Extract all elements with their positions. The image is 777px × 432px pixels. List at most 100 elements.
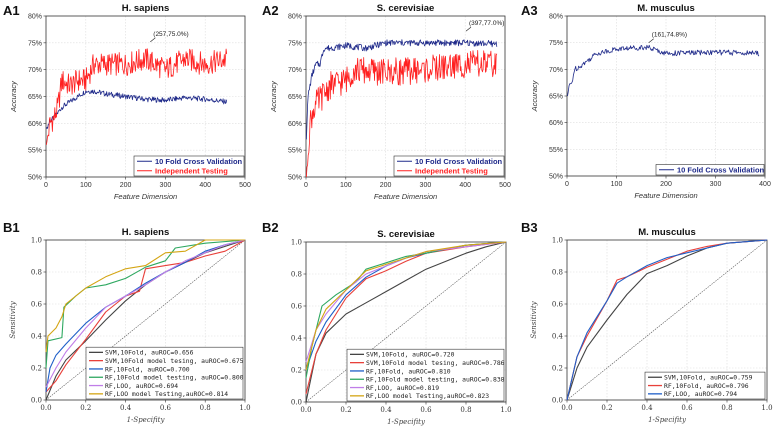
plot-frame [566, 239, 768, 401]
series-line-2 [566, 239, 768, 401]
series-line-4 [305, 241, 507, 363]
chart-title: H. sapiens [122, 3, 170, 14]
diagonal-reference-line [45, 239, 246, 401]
legend-label: RF,LOO model Testing,auROC=0.814 [105, 390, 228, 398]
x-axis-label: 1-Specifity [648, 416, 687, 424]
y-tick-label: 0.4 [291, 335, 303, 343]
y-axis-label: Accuracy [269, 80, 278, 113]
x-tick-label: 300 [160, 182, 172, 189]
y-tick-label: 0.8 [552, 269, 563, 277]
x-tick-label: 200 [120, 182, 132, 189]
chart-title: S. cerevisiae [377, 229, 435, 240]
y-tick-label: 70% [28, 67, 42, 74]
x-axis-label: 1-Specifity [127, 416, 166, 424]
series-line-0 [305, 241, 507, 403]
legend-box [85, 346, 244, 400]
y-tick-label: 0.0 [552, 397, 563, 405]
y-tick-label: 60% [28, 121, 42, 128]
legend-label: RF,LOO, auROC=0.794 [664, 390, 737, 398]
x-tick-label: 0.4 [641, 404, 653, 412]
y-tick-label: 0.6 [552, 301, 564, 309]
panel-label: A2 [262, 3, 279, 18]
y-tick-label: 0.4 [31, 333, 43, 341]
series-line-0 [46, 89, 228, 129]
x-tick-label: 100 [80, 182, 92, 189]
legend-label: RF,LOO, auROC=0.694 [105, 382, 178, 390]
annotation-label: (257,75.0%) [153, 31, 188, 38]
series-line-1 [46, 48, 228, 145]
x-tick-label: 200 [660, 181, 672, 188]
x-tick-label: 0.2 [601, 404, 612, 412]
x-tick-label: 0.4 [120, 404, 132, 412]
legend-label: SVM,10Fold, auROC=0.720 [366, 351, 455, 359]
x-axis-label: Feature Dimension [114, 192, 177, 201]
diagonal-reference-line [305, 241, 507, 403]
legend-label: RF,10Fold, auROC=0.700 [105, 365, 190, 373]
chart-A3: A3 M. musculus 0 100 200 300 400 50% 55% 60% 65% 70… [521, 3, 771, 200]
y-tick-label: 75% [288, 40, 302, 47]
legend-label: 10 Fold Cross Validation [677, 165, 765, 174]
y-axis-label: Sensitivity [9, 300, 17, 338]
y-tick-label: 0.2 [291, 367, 302, 375]
x-tick-label: 200 [380, 182, 392, 189]
plot-frame [45, 15, 246, 178]
x-tick-label: 0.8 [721, 404, 732, 412]
y-tick-label: 50% [549, 174, 563, 181]
series-line-1 [306, 50, 498, 178]
y-tick-label: 0.2 [31, 365, 42, 373]
chart-title: M. musculus [637, 3, 695, 14]
x-tick-label: 300 [710, 181, 722, 188]
x-tick-label: 100 [611, 181, 623, 188]
x-tick-label: 0.0 [561, 404, 572, 412]
y-tick-label: 65% [28, 94, 42, 101]
x-tick-label: 0.0 [40, 404, 51, 412]
legend-box [133, 155, 245, 177]
plot-frame [45, 239, 246, 401]
x-tick-label: 300 [420, 182, 432, 189]
y-tick-label: 0.0 [31, 397, 42, 405]
y-tick-label: 70% [288, 67, 302, 74]
x-tick-label: 0.4 [380, 406, 392, 414]
y-tick-label: 0.0 [291, 399, 302, 407]
y-tick-label: 70% [549, 67, 563, 74]
x-axis-label: Feature Dimension [374, 192, 437, 201]
annotation-arrow [648, 38, 654, 43]
series-line-0 [567, 44, 760, 97]
x-axis-label: Feature Dimension [634, 191, 697, 200]
x-tick-label: 500 [239, 182, 251, 189]
legend-box [346, 348, 505, 402]
x-tick-label: 400 [199, 182, 211, 189]
y-tick-label: 50% [288, 175, 302, 182]
x-tick-label: 0.6 [681, 404, 693, 412]
legend-box [655, 164, 765, 176]
y-tick-label: 75% [28, 40, 42, 47]
x-tick-label: 400 [759, 181, 771, 188]
y-axis-label: Accuracy [9, 80, 18, 113]
series-line-3 [45, 239, 246, 369]
y-tick-label: 65% [288, 94, 302, 101]
x-tick-label: 1.0 [239, 404, 250, 412]
panel-label: B3 [521, 220, 538, 235]
x-tick-label: 0.8 [200, 404, 211, 412]
x-tick-label: 0.0 [300, 406, 311, 414]
legend-label: RF,LOO model Testing,auROC=0.823 [366, 392, 489, 400]
x-axis-label: 1-Specifity [387, 418, 426, 426]
x-tick-label: 500 [499, 182, 511, 189]
y-tick-label: 1.0 [31, 237, 42, 245]
chart-B1: B1 H. sapiens 0.0 0.2 0.4 0.6 0.8 1.0 0.0 0.2 0.4 0… [3, 220, 251, 424]
legend-label: RF,10Fold, auROC=0.796 [664, 382, 749, 390]
x-tick-label: 0.6 [420, 406, 432, 414]
x-tick-label: 0 [44, 182, 48, 189]
x-tick-label: 0 [304, 182, 308, 189]
chart-title: S. cerevisiae [377, 3, 435, 14]
legend-label: Independent Testing [155, 166, 228, 175]
panel-label: A1 [3, 3, 20, 18]
y-tick-label: 0.6 [291, 303, 303, 311]
diagonal-reference-line [566, 239, 768, 401]
legend-box [644, 371, 766, 400]
x-tick-label: 0.2 [340, 406, 351, 414]
y-tick-label: 80% [549, 14, 563, 21]
legend-label: RF,LOO, auROC=0.819 [366, 384, 439, 392]
y-tick-label: 55% [288, 148, 302, 155]
x-tick-label: 0.8 [460, 406, 471, 414]
